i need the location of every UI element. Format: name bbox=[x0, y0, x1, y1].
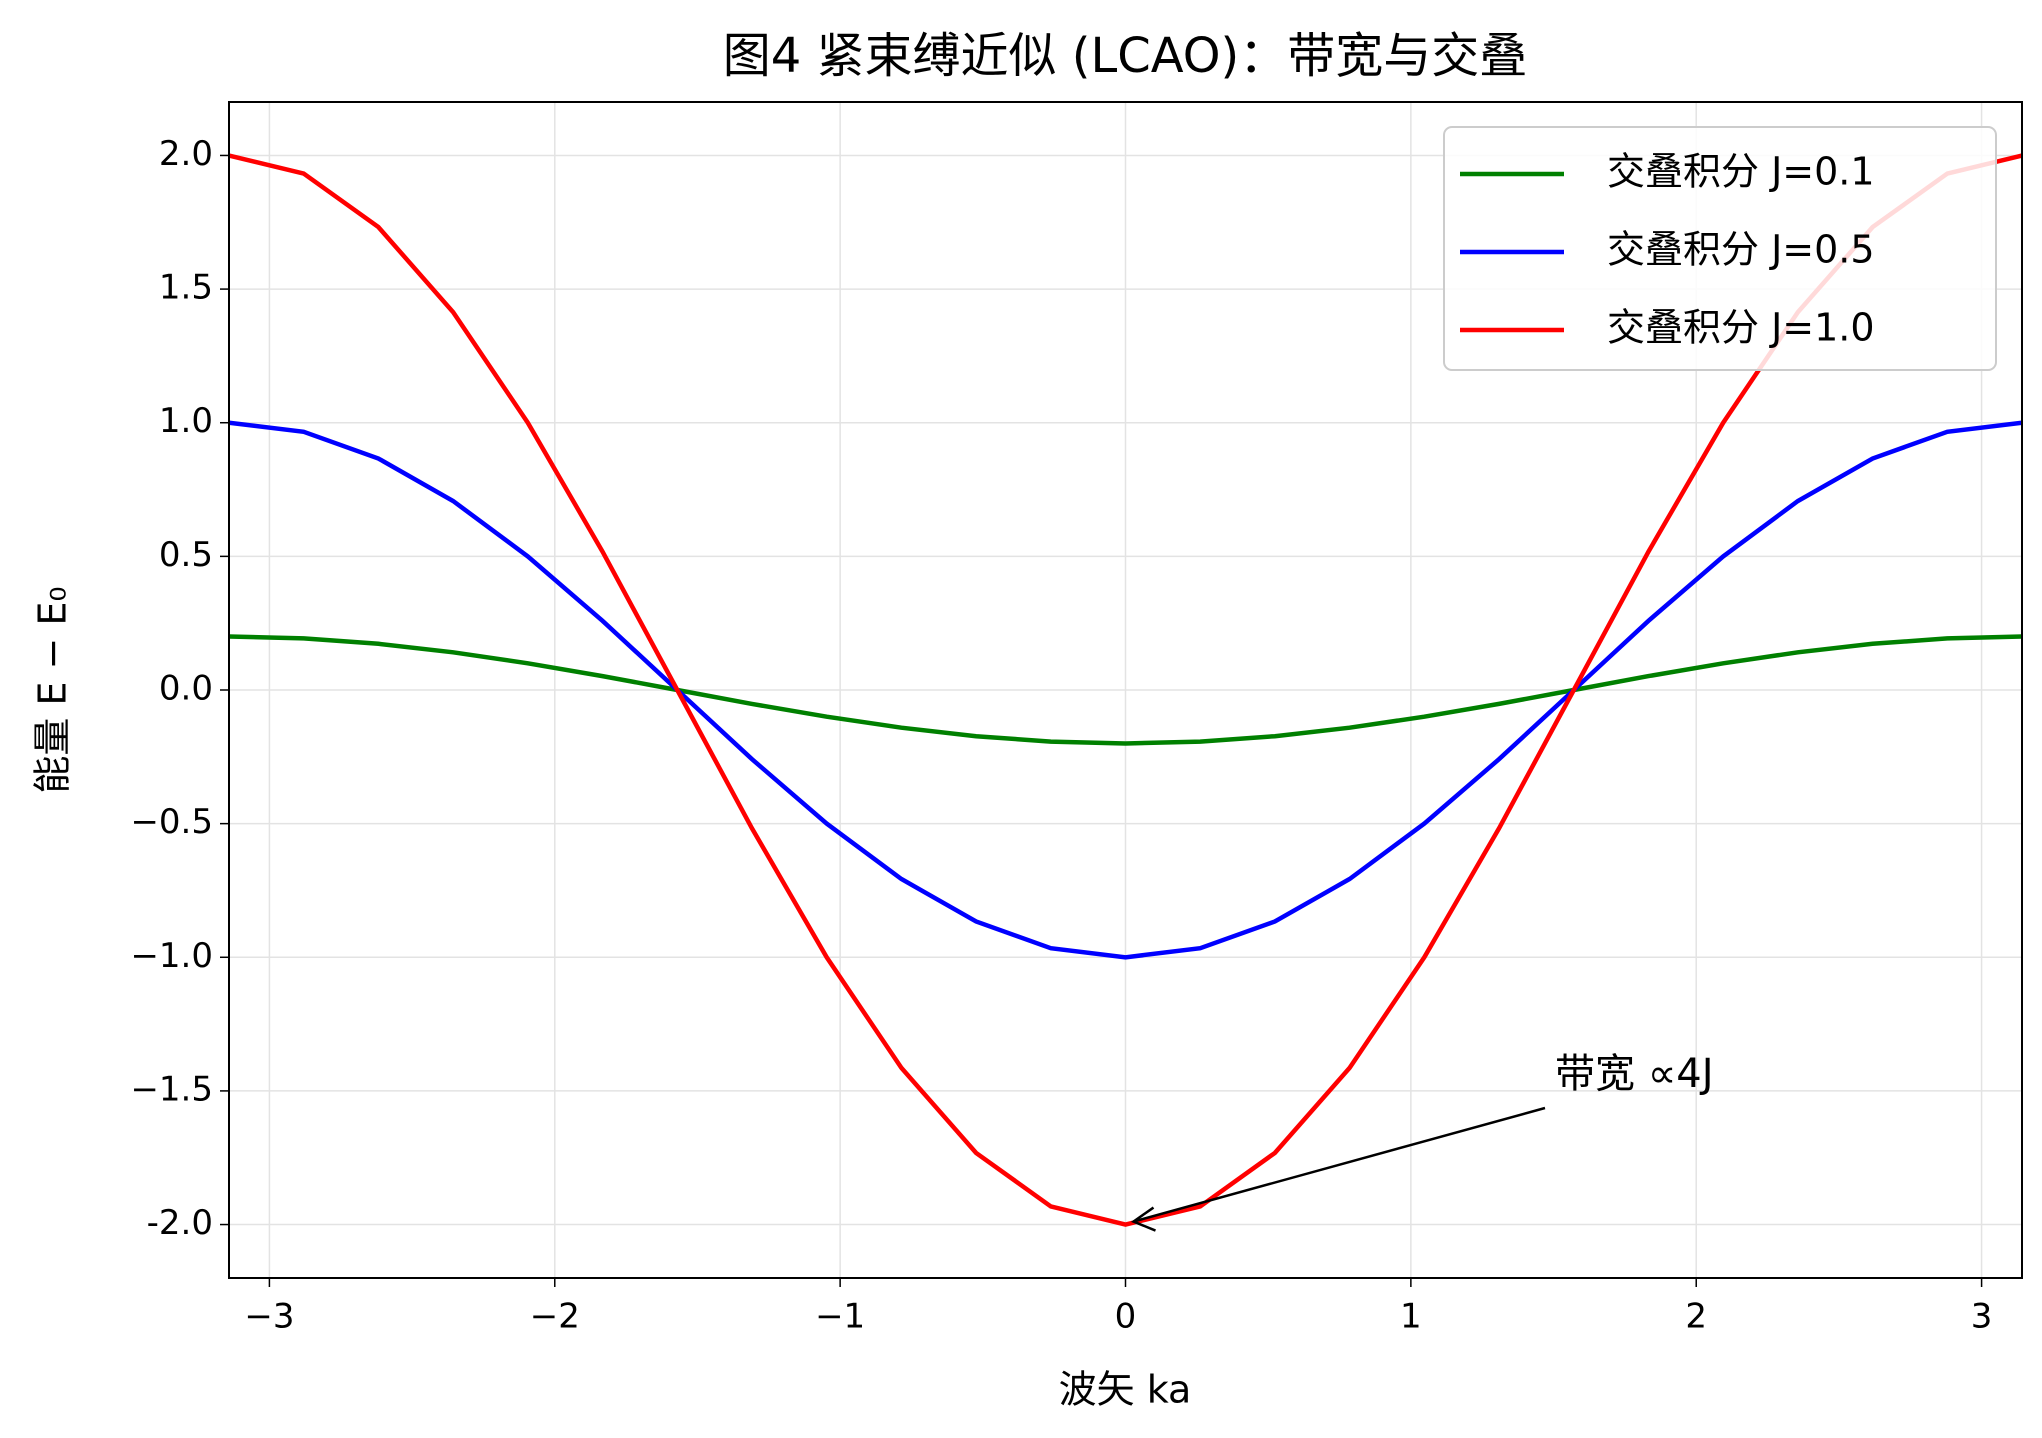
x-tick-label: −1 bbox=[815, 1297, 865, 1337]
y-tick-label: −1.0 bbox=[130, 936, 213, 976]
x-tick-label: 1 bbox=[1400, 1297, 1422, 1337]
y-tick-label: 1.0 bbox=[159, 401, 213, 441]
y-tick-label: −1.5 bbox=[130, 1069, 213, 1109]
legend-label: 交叠积分 J=0.1 bbox=[1607, 150, 1875, 194]
chart-title: 图4 紧束缚近似 (LCAO)：带宽与交叠 bbox=[723, 28, 1528, 84]
x-tick-label: −2 bbox=[530, 1297, 580, 1337]
y-tick-label: 0.5 bbox=[159, 535, 213, 575]
legend-label: 交叠积分 J=0.5 bbox=[1607, 228, 1875, 272]
data-line bbox=[229, 420, 2022, 960]
data-line bbox=[229, 634, 2022, 746]
x-tick-label: −3 bbox=[244, 1297, 294, 1337]
y-tick-label: −0.5 bbox=[130, 802, 213, 842]
x-tick-label: 2 bbox=[1685, 1297, 1707, 1337]
data-line bbox=[229, 153, 2022, 1227]
annotation-arrow bbox=[1133, 1106, 1546, 1223]
annotation: 带宽 ∝4J bbox=[1555, 1051, 1714, 1097]
x-axis-label: 波矢 ka bbox=[1059, 1368, 1192, 1412]
arrow-head bbox=[1130, 1206, 1156, 1232]
x-tick-label: 3 bbox=[1971, 1297, 1993, 1337]
y-tick-label: 2.0 bbox=[159, 134, 213, 174]
x-tick-label: 0 bbox=[1115, 1297, 1137, 1337]
legend-box bbox=[1443, 126, 1997, 371]
legend-label: 交叠积分 J=1.0 bbox=[1607, 306, 1875, 350]
plot-frame bbox=[228, 101, 2023, 1279]
y-tick-label: 0.0 bbox=[159, 669, 213, 709]
y-tick-label: 1.5 bbox=[159, 268, 213, 308]
y-tick-label: -2.0 bbox=[147, 1203, 213, 1243]
y-axis-label: 能量 E − E₀ bbox=[31, 586, 75, 793]
